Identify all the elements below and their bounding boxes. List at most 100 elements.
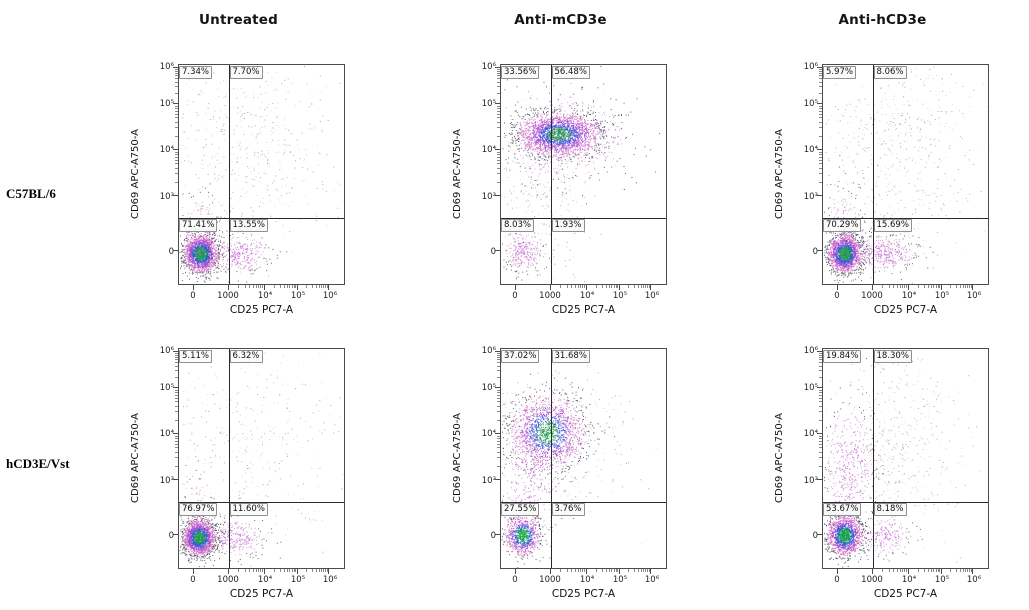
axis-tick (262, 569, 263, 572)
axis-tick (904, 569, 905, 572)
axis-tick (560, 285, 561, 288)
axis-tick (641, 569, 642, 572)
axis-tick (193, 285, 194, 290)
axis-tick (173, 67, 178, 68)
plot-area: 33.56% 56.48% 8.03% 1.93% (500, 64, 667, 285)
x-axis-label: CD25 PC7-A (229, 588, 294, 600)
axis-tick (497, 69, 500, 70)
y-tick-label: 0 (168, 247, 174, 257)
plot-area: 5.97% 8.06% 70.29% 15.69% (822, 64, 989, 285)
axis-tick (586, 285, 587, 290)
quadrant-stat-lower-left: 76.97% (179, 503, 218, 517)
axis-tick (872, 285, 873, 290)
axis-tick (321, 285, 322, 288)
axis-tick (567, 285, 568, 288)
axis-tick (495, 479, 500, 480)
axis-tick (643, 285, 644, 288)
axis-tick (928, 569, 929, 572)
axis-tick (319, 285, 320, 288)
axis-tick (175, 377, 178, 378)
gate-line-vertical (550, 349, 552, 568)
axis-tick (175, 353, 178, 354)
x-tick-label: 10⁵ (934, 575, 950, 585)
axis-tick (900, 285, 901, 288)
axis-tick (173, 103, 178, 104)
axis-tick (578, 569, 579, 572)
y-tick-label: 10⁵ (159, 99, 174, 109)
axis-tick (175, 173, 178, 174)
axis-tick (306, 569, 307, 572)
gate-line-vertical (228, 349, 230, 568)
axis-tick (933, 569, 934, 572)
y-tick-label: 0 (490, 247, 496, 257)
axis-tick (260, 285, 261, 288)
x-tick-label: 10⁶ (322, 291, 338, 301)
axis-tick (645, 285, 646, 288)
axis-tick (497, 466, 500, 467)
axis-tick (641, 285, 642, 288)
axis-tick (819, 73, 822, 74)
x-tick-label: 0 (512, 291, 518, 301)
axis-tick (817, 387, 822, 388)
axis-tick (515, 569, 516, 574)
axis-tick (819, 398, 822, 399)
axis-tick (497, 168, 500, 169)
axis-tick (497, 355, 500, 356)
axis-tick (228, 569, 229, 574)
axis-tick (253, 285, 254, 288)
x-tick-label: 0 (834, 291, 840, 301)
plot-area: 19.84% 18.30% 53.67% 8.18% (822, 348, 989, 569)
axis-tick (550, 569, 551, 574)
axis-tick (634, 569, 635, 572)
axis-tick (941, 569, 942, 574)
x-tick-label: 1000 (539, 575, 561, 585)
axis-tick (497, 377, 500, 378)
y-tick-label: 10⁶ (159, 346, 174, 356)
axis-tick (649, 285, 650, 288)
axis-tick (175, 106, 178, 107)
axis-tick (582, 285, 583, 288)
x-tick-label: 10⁵ (612, 575, 628, 585)
axis-tick (497, 438, 500, 439)
gate-line-horizontal (823, 502, 988, 504)
axis-tick (817, 534, 822, 535)
axis-tick (584, 569, 585, 572)
axis-tick (614, 285, 615, 288)
y-tick-label: 10⁵ (803, 99, 818, 109)
axis-tick (497, 436, 500, 437)
axis-tick (175, 157, 178, 158)
axis-tick (175, 86, 178, 87)
axis-tick (575, 285, 576, 288)
axis-tick (611, 285, 612, 288)
axis-tick (817, 67, 822, 68)
quadrant-stat-upper-right: 31.68% (551, 350, 590, 363)
axis-tick (497, 441, 500, 442)
x-axis-label: CD25 PC7-A (873, 304, 938, 316)
axis-tick (904, 285, 905, 288)
axis-tick (297, 285, 298, 290)
axis-tick (328, 569, 329, 574)
axis-tick (295, 285, 296, 288)
quadrant-stat-upper-left: 37.02% (501, 350, 540, 363)
axis-tick (928, 285, 929, 288)
axis-tick (819, 114, 822, 115)
axis-tick (602, 285, 603, 288)
axis-tick (264, 285, 265, 290)
axis-tick (238, 285, 239, 288)
x-tick-label: 10⁶ (322, 575, 338, 585)
axis-tick (931, 569, 932, 572)
axis-tick (819, 122, 822, 123)
axis-tick (972, 285, 973, 290)
axis-tick (560, 569, 561, 572)
axis-tick (497, 370, 500, 371)
axis-tick (650, 569, 651, 574)
axis-tick (889, 569, 890, 572)
axis-tick (971, 285, 972, 288)
x-tick-label: 10⁴ (579, 291, 595, 301)
axis-tick (819, 447, 822, 448)
axis-tick (606, 569, 607, 572)
axis-tick (819, 390, 822, 391)
column-header-untreated: Untreated (198, 12, 279, 28)
axis-tick (284, 285, 285, 288)
axis-tick (238, 569, 239, 572)
